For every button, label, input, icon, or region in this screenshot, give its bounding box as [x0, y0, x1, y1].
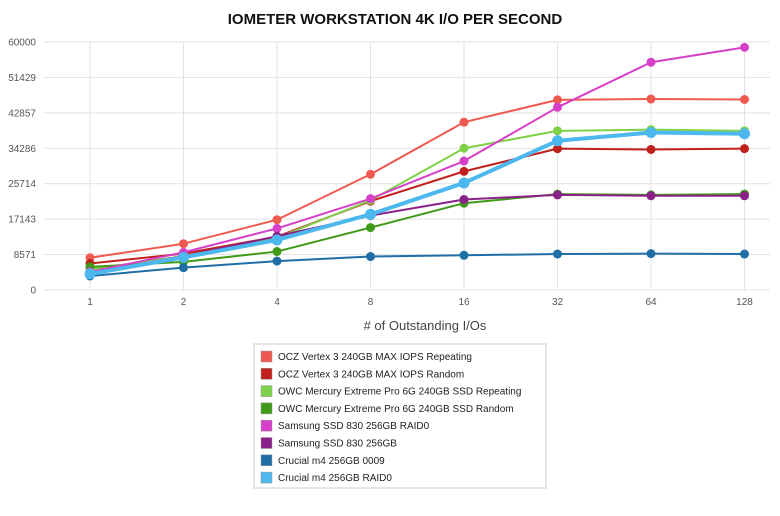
legend-swatch	[260, 402, 273, 415]
y-tick-label: 25714	[8, 179, 36, 190]
x-tick-label: 1	[87, 297, 93, 308]
series-8	[84, 127, 750, 280]
data-point	[740, 249, 749, 259]
legend-label: Samsung SSD 830 256GB	[278, 439, 397, 450]
y-tick-label: 42857	[8, 108, 36, 119]
legend-label: OWC Mercury Extreme Pro 6G 240GB SSD Ran…	[278, 404, 514, 415]
data-point	[272, 256, 282, 266]
x-axis-ticks: 1 2 4 8 16 32 64 128	[87, 297, 753, 308]
data-point	[739, 128, 750, 140]
y-tick-label: 8571	[14, 250, 37, 261]
legend-swatch	[260, 385, 273, 397]
data-point	[459, 117, 469, 127]
x-tick-label: 16	[458, 297, 470, 308]
legend-swatch	[260, 437, 273, 449]
data-point	[272, 223, 282, 233]
data-point	[740, 191, 749, 201]
data-point	[645, 127, 657, 139]
legend-swatch	[260, 454, 273, 467]
legend-label: OCZ Vertex 3 240GB MAX IOPS Random	[278, 369, 464, 380]
data-point	[553, 126, 562, 136]
data-point	[740, 94, 749, 104]
legend-swatch	[260, 419, 273, 432]
series-line	[89, 46, 745, 273]
x-tick-label: 8	[368, 297, 374, 308]
data-point	[366, 223, 375, 233]
series-lines	[84, 42, 750, 281]
data-point	[459, 250, 469, 260]
data-point	[646, 144, 656, 154]
data-point	[459, 143, 469, 153]
data-point	[552, 135, 563, 147]
data-point	[366, 169, 375, 179]
y-tick-label: 17143	[8, 215, 36, 226]
data-point	[646, 191, 656, 201]
data-point	[553, 95, 562, 105]
x-tick-label: 32	[552, 297, 564, 308]
legend-box	[253, 343, 547, 489]
data-point	[366, 252, 375, 262]
legend-swatch	[260, 350, 273, 363]
data-point	[553, 102, 562, 112]
y-axis-ticks: 0 8571 17143 25714 34286 42857 51429 60000	[8, 38, 36, 297]
data-point	[553, 144, 562, 154]
x-tick-label: 128	[736, 297, 753, 308]
data-point	[459, 194, 469, 204]
legend-swatch	[260, 368, 273, 380]
data-point	[179, 239, 188, 249]
data-point	[740, 42, 749, 52]
data-point	[178, 251, 189, 263]
data-point	[553, 190, 562, 200]
legend-label: OCZ Vertex 3 240GB MAX IOPS Repeating	[278, 352, 472, 363]
legend-label: Crucial m4 256GB RAID0	[278, 473, 392, 484]
series-line	[89, 98, 745, 259]
data-point	[366, 194, 375, 204]
data-point	[272, 215, 282, 225]
data-point	[740, 144, 749, 154]
x-tick-label: 4	[274, 297, 280, 308]
series-line	[89, 147, 745, 265]
data-point	[646, 94, 656, 104]
data-point	[271, 234, 283, 246]
y-tick-label: 51429	[8, 73, 36, 84]
data-point	[458, 177, 470, 189]
y-tick-label: 0	[30, 286, 36, 297]
data-point	[272, 247, 282, 257]
data-point	[179, 263, 188, 273]
legend-label: Samsung SSD 830 256GB RAID0	[278, 421, 430, 432]
series-line	[89, 252, 745, 277]
x-tick-label: 2	[181, 297, 187, 308]
data-point	[646, 249, 656, 259]
series-1	[85, 94, 749, 263]
legend-label: OWC Mercury Extreme Pro 6G 240GB SSD Rep…	[278, 387, 521, 398]
y-tick-label: 34286	[8, 144, 36, 155]
legend-swatch	[260, 471, 273, 484]
y-tick-label: 60000	[8, 38, 36, 49]
legend: OCZ Vertex 3 240GB MAX IOPS Repeating OCZ…	[253, 343, 547, 489]
legend-label: Crucial m4 256GB 0009	[278, 456, 385, 467]
data-point	[553, 249, 562, 259]
series-line	[89, 130, 745, 276]
data-point	[646, 57, 656, 67]
series-7	[85, 249, 749, 281]
data-point	[459, 156, 469, 166]
x-tick-label: 64	[645, 297, 657, 308]
data-point	[84, 268, 96, 280]
chart-title: IOMETER WORKSTATION 4K I/O PER SECOND	[228, 11, 563, 28]
data-point	[365, 208, 376, 220]
data-point	[459, 166, 469, 176]
grid	[44, 41, 770, 291]
x-axis-label: # of Outstanding I/Os	[364, 318, 487, 333]
